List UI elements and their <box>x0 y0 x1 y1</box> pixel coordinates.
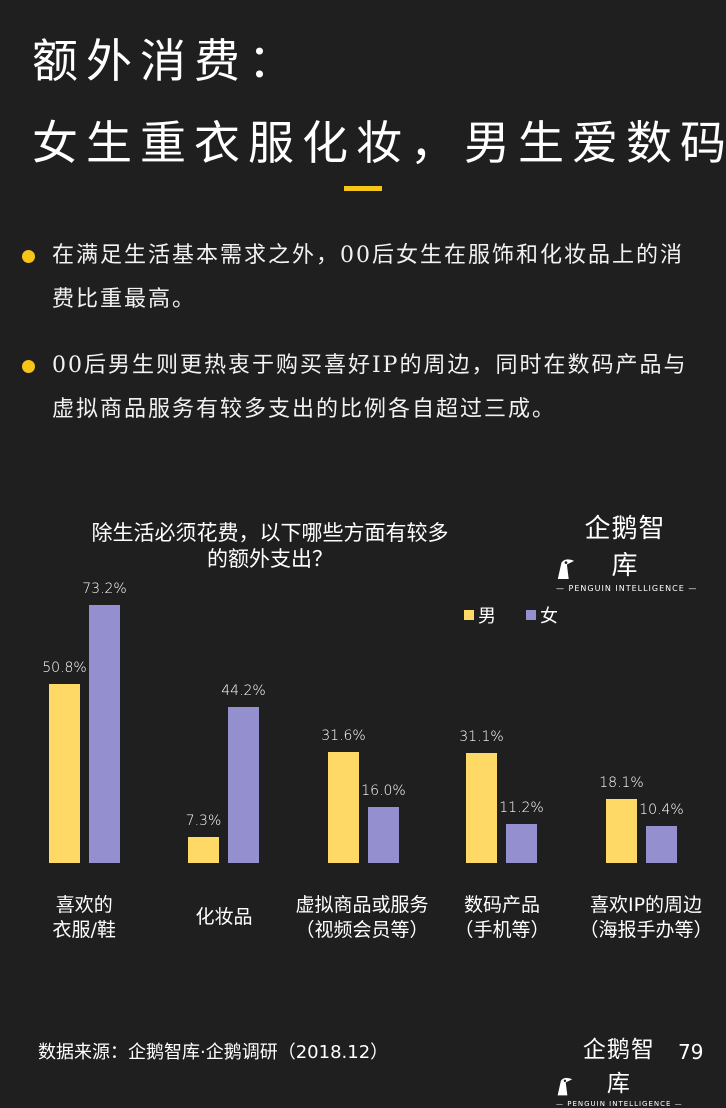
bar-male <box>328 751 359 863</box>
yellow-dot-icon <box>22 360 35 373</box>
bar-female <box>646 826 677 863</box>
bar-female <box>368 806 399 863</box>
bar-value-label: 31.6% <box>321 727 366 744</box>
bar-value-label: 73.2% <box>82 581 127 597</box>
page-title-line1: 额外消费： <box>32 34 302 88</box>
bar-value-label: 18.1% <box>599 775 644 792</box>
category-label: 喜欢IP的周边 （海报手办等） <box>579 894 713 941</box>
legend-item-female: 女 <box>526 602 558 628</box>
bar-value-label: 16.0% <box>361 782 406 799</box>
title-accent-bar <box>344 186 382 191</box>
bullet-point-2: 00后男生则更热衷于购买喜好IP的周边，同时在数码产品与虚拟商品服务有较多支出的… <box>22 344 702 432</box>
bar-female <box>89 605 120 863</box>
bar-value-label: 11.2% <box>499 799 544 816</box>
legend-swatch-male <box>464 610 474 620</box>
penguin-icon <box>557 1077 573 1096</box>
bar-value-label: 31.1% <box>459 729 504 746</box>
bar-value-label: 44.2% <box>221 683 266 700</box>
bar-female <box>228 707 259 863</box>
chart-title-line1: 除生活必须花费，以下哪些方面有较多 <box>91 521 449 545</box>
bar-male <box>188 837 219 863</box>
legend-item-male: 男 <box>464 602 496 628</box>
logo-text: 企鹅智库 <box>584 514 666 581</box>
penguin-intelligence-logo: 企鹅智库 — PENGUIN INTELLIGENCE — <box>556 508 698 593</box>
data-source: 数据来源：企鹅智库·企鹅调研（2018.12） <box>38 1042 389 1063</box>
legend-label-female: 女 <box>540 606 558 627</box>
page-title-line2: 女生重衣服化妆，男生爱数码 <box>32 116 726 170</box>
category-label: 化妆品 <box>195 906 253 928</box>
chart-title: 除生活必须花费，以下哪些方面有较多 的额外支出？ <box>40 520 500 572</box>
bar-value-label: 50.8% <box>42 659 87 676</box>
bar-male <box>606 799 637 863</box>
logo-text: 企鹅智库 <box>582 1037 655 1097</box>
bar-chart-plot: 50.8% 73.2% 7.3% 44.2% 31.6% 16.0% 31.1% 11.2% 1… <box>0 560 726 863</box>
chart-legend: 男 女 <box>464 602 558 628</box>
chart-title-line2: 的额外支出？ <box>207 547 333 571</box>
bullet-point-1: 在满足生活基本需求之外，00后女生在服饰和化妆品上的消费比重最高。 <box>22 234 702 322</box>
logo-subtitle: — PENGUIN INTELLIGENCE — <box>556 584 698 593</box>
category-label: 虚拟商品或服务 （视频会员等） <box>295 894 429 941</box>
yellow-dot-icon <box>22 250 35 263</box>
bar-value-label: 7.3% <box>185 813 222 830</box>
legend-swatch-female <box>526 610 536 620</box>
legend-label-male: 男 <box>478 606 496 627</box>
footer-logo: 企鹅智库 — PENGUIN INTELLIGENCE — <box>556 1030 683 1108</box>
category-label: 数码产品 （手机等） <box>454 894 550 941</box>
bullet-text: 00后男生则更热衷于购买喜好IP的周边，同时在数码产品与虚拟商品服务有较多支出的… <box>52 353 688 422</box>
bullet-text: 在满足生活基本需求之外，00后女生在服饰和化妆品上的消费比重最高。 <box>52 243 684 312</box>
page-number: 79 <box>678 1040 704 1064</box>
bar-value-label: 10.4% <box>639 802 684 819</box>
logo-subtitle: — PENGUIN INTELLIGENCE — <box>556 1100 683 1108</box>
bar-male <box>466 753 497 863</box>
penguin-icon <box>557 559 575 579</box>
bar-female <box>506 823 537 863</box>
category-label: 喜欢的 衣服/鞋 <box>52 894 116 941</box>
bar-male <box>49 683 80 863</box>
